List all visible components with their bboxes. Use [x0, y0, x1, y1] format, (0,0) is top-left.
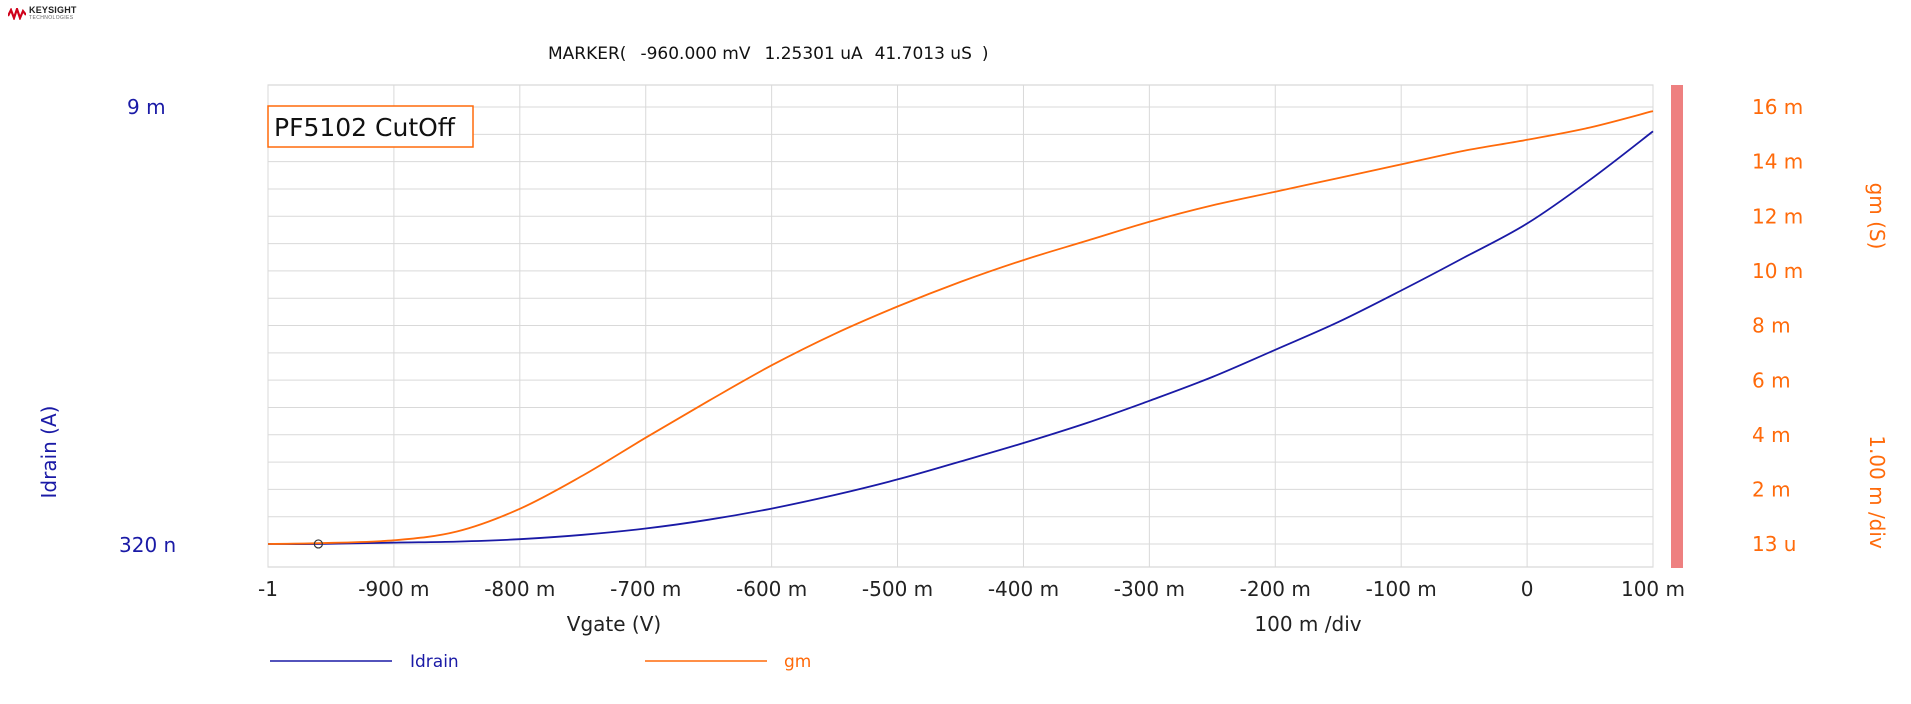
chart-title-box	[267, 105, 474, 148]
marker-readout-y2: 41.7013 uS	[875, 44, 972, 64]
gm-tick-label: 14 m	[1752, 150, 1803, 174]
x-tick-label: -300 m	[1114, 577, 1185, 601]
gm-axis-title: gm (S)	[1865, 183, 1889, 250]
gm-tick-label: 8 m	[1752, 314, 1791, 338]
legend-label-idrain: Idrain	[410, 652, 459, 672]
marker-readout-close: )	[982, 44, 989, 64]
legend-label-gm: gm	[784, 652, 811, 672]
brand-name: KEYSIGHT	[29, 5, 77, 15]
x-tick-label: -800 m	[484, 577, 555, 601]
idrain-axis-title: Idrain (A)	[37, 406, 61, 499]
marker-point[interactable]	[313, 539, 323, 549]
marker-layer	[313, 539, 323, 549]
x-tick-label: -100 m	[1366, 577, 1437, 601]
marker-readout: MARKER( -960.000 mV 1.25301 uA 41.7013 uS)	[548, 44, 989, 64]
series-line-idrain	[267, 130, 1654, 545]
gm-tick-label: 10 m	[1752, 259, 1803, 283]
x-tick-label: -400 m	[988, 577, 1059, 601]
x-scale-label: 100 m /div	[1254, 612, 1361, 636]
x-tick-label: -600 m	[736, 577, 807, 601]
x-tick-label: -700 m	[610, 577, 681, 601]
gm-tick-label: 4 m	[1752, 423, 1791, 447]
brand-logo: KEYSIGHT TECHNOLOGIES	[8, 6, 77, 21]
x-tick-label: 0	[1521, 577, 1534, 601]
gm-scale-label: 1.00 m /div	[1865, 435, 1889, 549]
x-tick-label: -500 m	[862, 577, 933, 601]
marker-readout-y1: 1.25301 uA	[764, 44, 862, 64]
marker-readout-label: MARKER(	[548, 44, 626, 64]
idrain-axis-top-label: 9 m	[127, 95, 166, 119]
series-layer	[267, 110, 1654, 545]
gm-scale-bar	[1671, 85, 1683, 568]
keysight-wave-icon	[8, 7, 26, 20]
idrain-axis-bottom-label: 320 n	[119, 533, 176, 557]
x-axis-title: Vgate (V)	[567, 612, 661, 636]
gm-tick-label: 6 m	[1752, 368, 1791, 392]
x-tick-label: -200 m	[1240, 577, 1311, 601]
gm-tick-label: 2 m	[1752, 478, 1791, 502]
x-axis-ticks: -1 -900 m -800 m -700 m -600 m -500 m -400 m -3…	[258, 577, 1685, 601]
legend: Idrain gm	[270, 652, 811, 672]
series-line-gm	[267, 110, 1654, 545]
brand-subtitle: TECHNOLOGIES	[29, 15, 74, 21]
chart-title: PF5102 CutOff	[274, 113, 456, 142]
marker-readout-x: -960.000 mV	[640, 44, 750, 64]
gm-tick-label: 13 u	[1752, 532, 1796, 556]
grid-lines	[267, 85, 1654, 567]
x-tick-label: 100 m	[1621, 577, 1685, 601]
gm-tick-label: 16 m	[1752, 95, 1803, 119]
gm-tick-label: 12 m	[1752, 204, 1803, 228]
gm-axis-ticks: 13 u 2 m 4 m 6 m 8 m 10 m 12 m 14 m 16 m	[1752, 95, 1803, 556]
x-tick-label: -900 m	[358, 577, 429, 601]
x-tick-label: -1	[258, 577, 278, 601]
